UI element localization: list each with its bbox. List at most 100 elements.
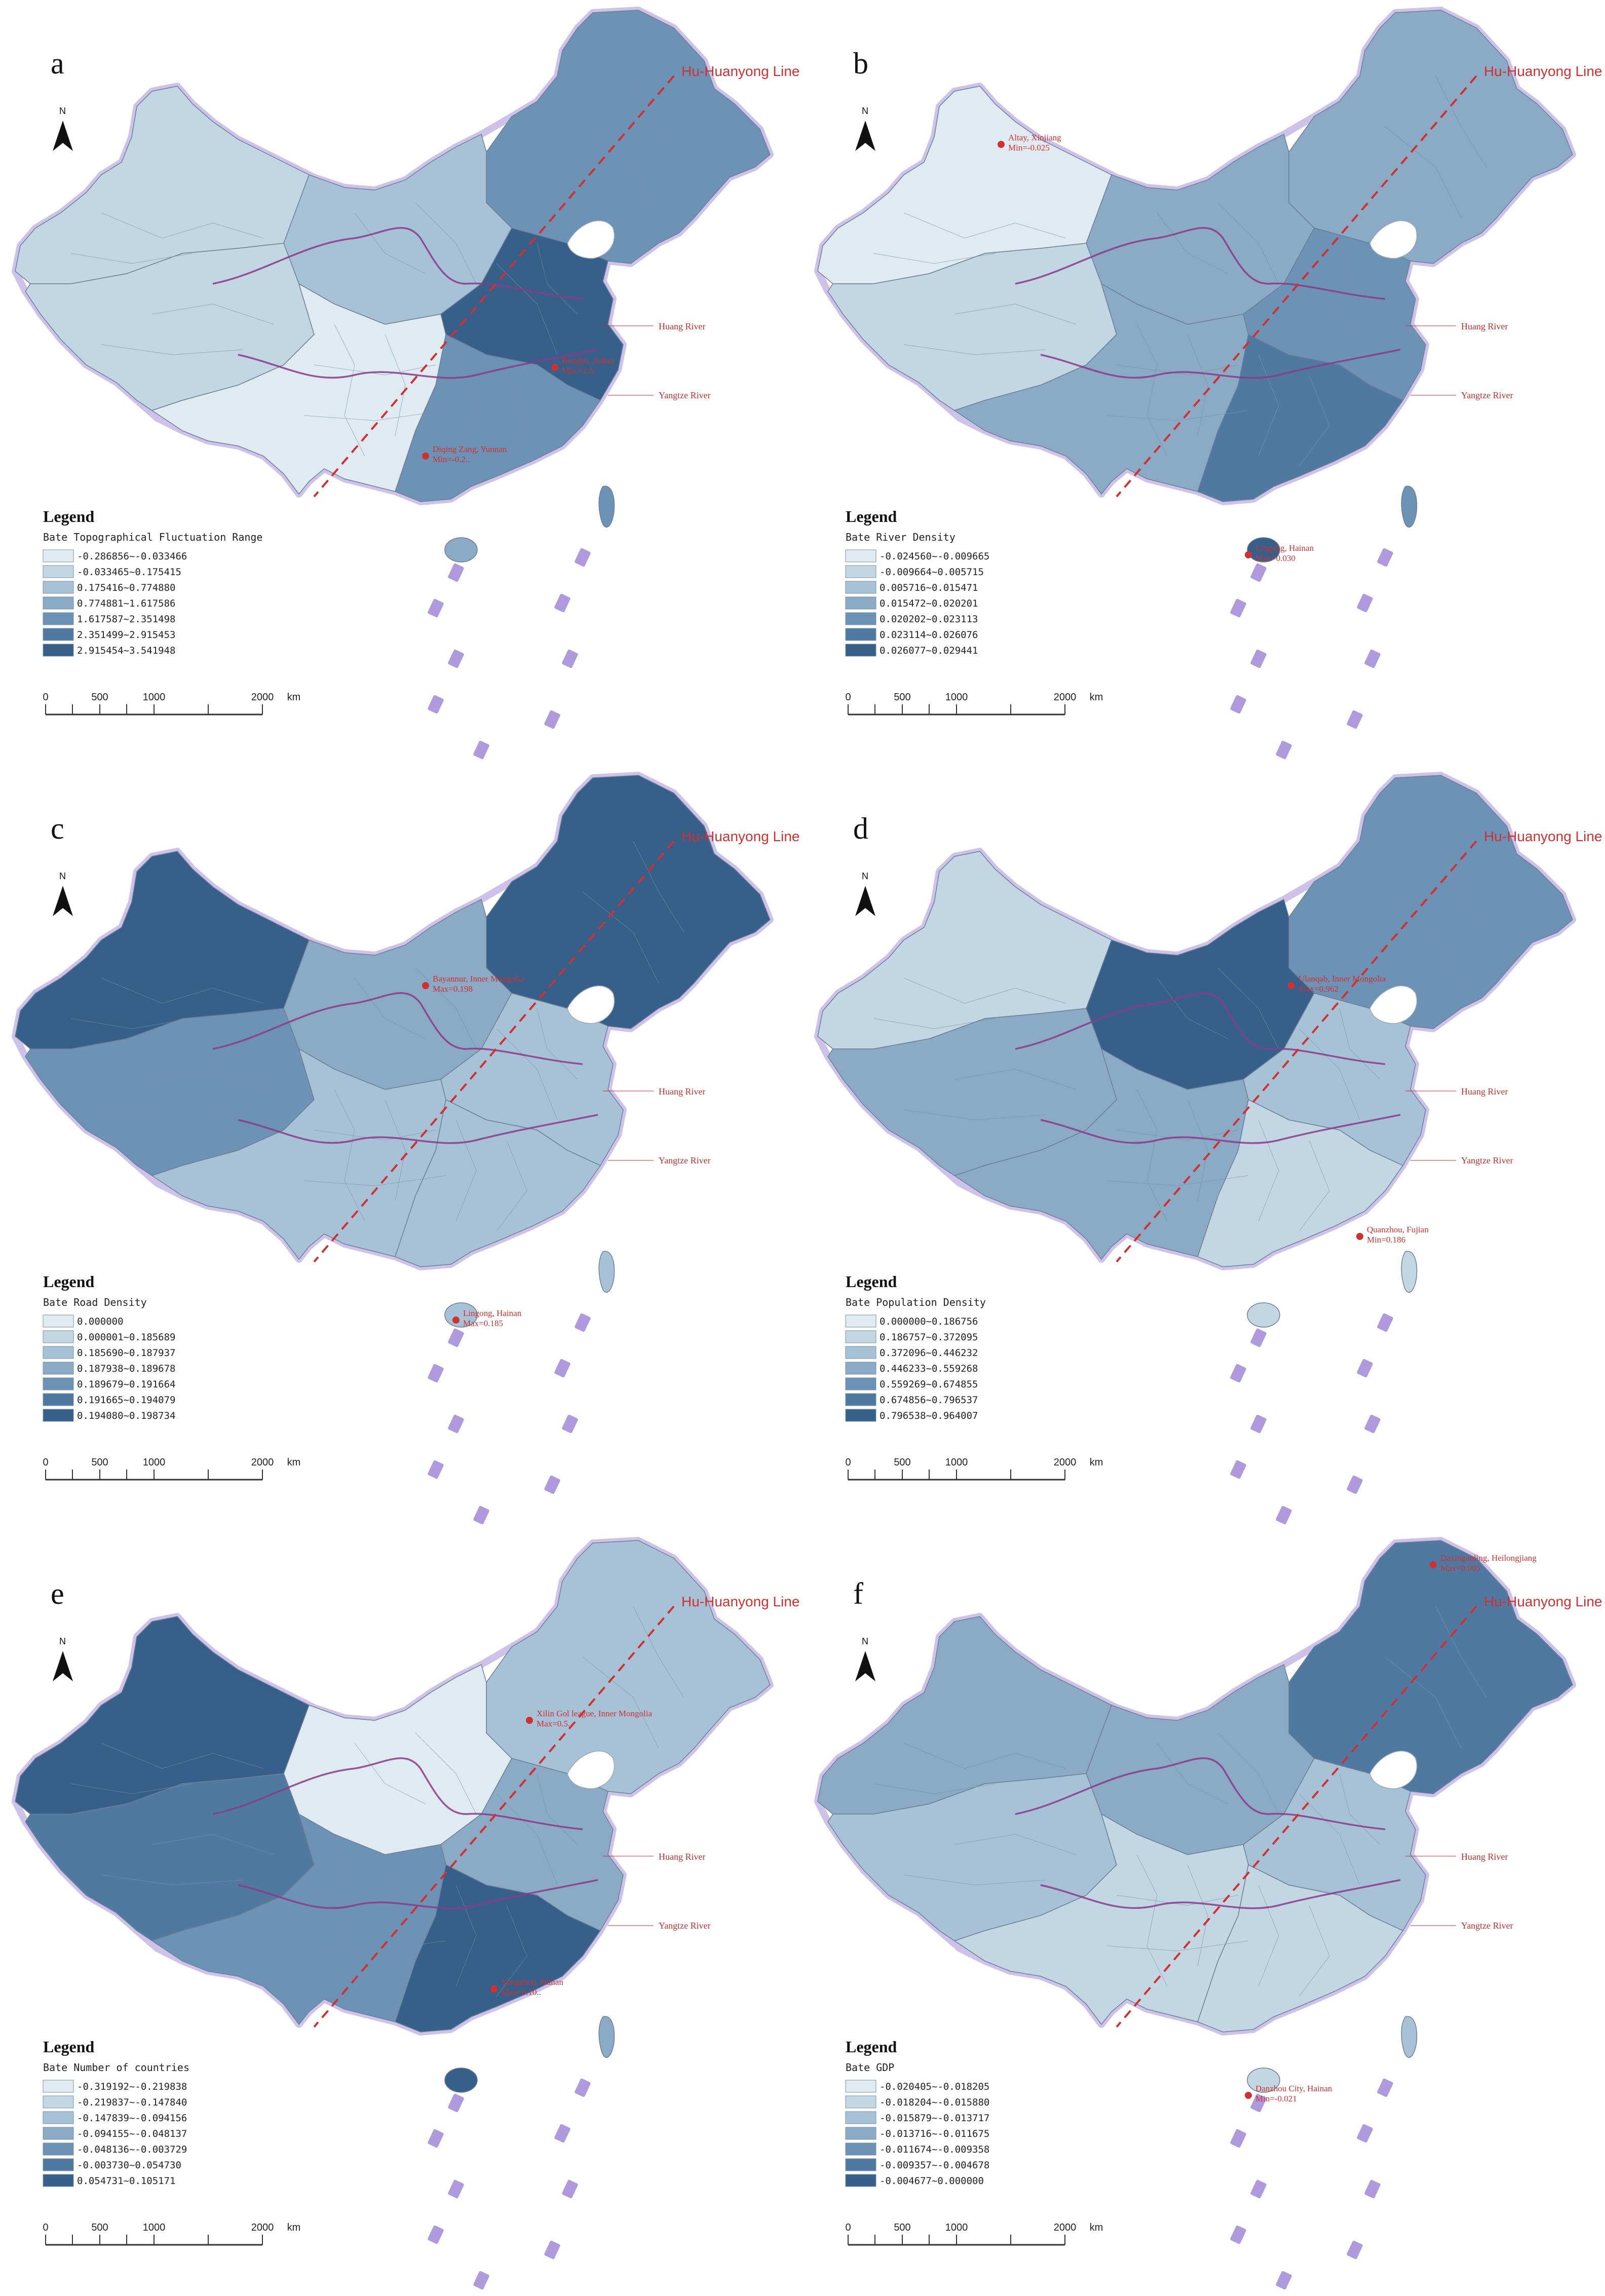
scale-label-3: 2000	[1054, 2222, 1077, 2233]
legend-item-6: 0.796538~0.964007	[880, 1410, 978, 1421]
boundary-line-10	[1435, 1606, 1487, 1698]
panel-letter: d	[853, 812, 868, 845]
north-label: N	[862, 871, 868, 881]
yangtze-river-line	[1040, 349, 1401, 379]
region-ne	[1288, 1540, 1573, 1794]
boundary-line-11	[1385, 891, 1462, 984]
dash-6	[448, 649, 464, 668]
dash-2	[562, 1414, 578, 1434]
legend-item-3: 0.774881~1.617586	[77, 598, 175, 609]
legend-swatch-6	[845, 2174, 876, 2187]
legend-item-3: -0.013716~-0.011675	[880, 2128, 989, 2139]
boundary-line-1	[70, 1783, 193, 1794]
legend-title: Legend	[43, 2038, 95, 2056]
annotation-dot-0	[526, 1717, 533, 1724]
map-panel-f: f N Hu-Huanyong Line Huang River Yangtze Riv…	[802, 1530, 1605, 2295]
scale-label-0: 0	[43, 692, 48, 703]
legend-item-6: 0.194080~0.198734	[77, 1410, 175, 1421]
scale-bar: 0 500 1000 2000 km	[43, 692, 300, 716]
boundary-line-11	[582, 891, 659, 984]
internal-boundaries	[70, 76, 684, 467]
boundary-line-12	[354, 1743, 426, 1804]
internal-boundaries	[873, 841, 1487, 1232]
map-svg: e N Hu-Huanyong Line Huang River Yangtze Riv…	[12, 1537, 800, 2290]
boundary-line-15	[303, 1175, 446, 1186]
region-ne	[486, 775, 771, 1029]
boundary-line-12	[354, 977, 426, 1039]
huang-river-label: Huang River	[1461, 1852, 1508, 1862]
yangtze-river-label: Yangtze River	[659, 390, 711, 400]
scale-bar: 0 500 1000 2000 km	[845, 1457, 1103, 1481]
huang-river-label: Huang River	[1461, 321, 1508, 331]
huang-river-line	[1015, 227, 1386, 300]
legend: Legend Bate Road Density 0.000000 0.000001~…	[43, 1272, 175, 1422]
legend-swatch-4	[845, 1377, 876, 1390]
legend-item-2: 0.175416~0.774880	[77, 582, 175, 593]
region-ne	[1288, 10, 1573, 264]
internal-boundaries	[873, 1606, 1487, 1997]
boundary-line-5	[385, 334, 406, 436]
boundary-line-3	[903, 1874, 1046, 1886]
dash-0	[1377, 548, 1393, 567]
legend-title: Legend	[846, 1272, 897, 1291]
boundary-line-11	[582, 126, 659, 218]
region-sw	[953, 283, 1249, 495]
legend-item-2: -0.147839~-0.094156	[77, 2113, 187, 2124]
legend-subtitle: Bate River Density	[846, 531, 956, 543]
map-panel-e: e N Hu-Huanyong Line Huang River Yangtze Riv…	[0, 1530, 802, 2295]
north-arrow-shape	[53, 886, 73, 916]
legend-swatch-3	[43, 2127, 74, 2140]
region-sw	[151, 1048, 446, 1260]
annotation-dot-0	[551, 364, 558, 371]
dash-6	[448, 2179, 464, 2199]
legend-item-4: 0.189679~0.191664	[77, 1379, 175, 1390]
legend-item-5: 0.191665~0.194079	[77, 1395, 175, 1406]
hainan-island	[444, 537, 478, 562]
boundary-line-6	[1258, 354, 1279, 457]
legend-swatch-6	[43, 2174, 74, 2187]
boundary-line-7	[1298, 374, 1330, 467]
legend-swatch-0	[43, 2080, 74, 2093]
annotation-dot-1	[1356, 1233, 1363, 1240]
dash-5	[428, 695, 444, 714]
region-sw	[953, 1813, 1249, 2025]
huang-river-line	[1015, 1757, 1386, 1830]
scale-label-3: 2000	[1054, 1457, 1077, 1468]
legend-item-5: 0.023114~0.026076	[880, 629, 978, 641]
scale-label-3: 2000	[251, 692, 274, 703]
boundary-line-7	[1298, 1905, 1330, 1997]
boundary-line-13	[1217, 1733, 1279, 1815]
boundary-line-2	[151, 304, 274, 325]
legend-item-3: -0.094155~-0.048137	[77, 2128, 187, 2139]
boundary-line-8	[537, 1008, 578, 1080]
boundary-line-4	[1136, 324, 1168, 457]
bohai-sea	[1369, 985, 1418, 1024]
boundary-line-10	[633, 841, 684, 933]
boundary-line-14	[1116, 1895, 1239, 1906]
annotation-dot-1	[1245, 551, 1252, 558]
legend-swatch-0	[845, 549, 876, 562]
legend: Legend Bate Topographical Fluctuation Ran…	[43, 507, 262, 657]
annotation-text-0-0: Daxinganling, Heilongjiang	[1440, 1553, 1537, 1563]
boundary-line-0	[903, 977, 1066, 1004]
taiwan-island	[598, 2016, 615, 2058]
annotation-text-1-1: Min=0.186	[1367, 1235, 1405, 1245]
boundary-line-4	[334, 1089, 365, 1222]
boundary-line-5	[385, 1864, 406, 1967]
scale-bar: 0 500 1000 2000 km	[845, 2222, 1103, 2246]
dash-2	[562, 2179, 578, 2199]
boundary-line-13	[415, 967, 477, 1049]
map-svg: d N Hu-Huanyong Line Huang River Yangtze Riv…	[814, 772, 1602, 1525]
region-fills	[817, 775, 1573, 1267]
dash-6	[1250, 649, 1267, 668]
annotation-text-0-1: Max=0.962	[1298, 984, 1339, 994]
boundary-line-4	[1136, 1854, 1168, 1987]
annotation-text-0-1: Max=0.198	[433, 984, 473, 994]
boundary-line-13	[1217, 202, 1279, 284]
legend-swatch-2	[845, 2111, 876, 2124]
region-sc	[1197, 1099, 1404, 1267]
hu-huanyong-label: Hu-Huanyong Line	[681, 1594, 800, 1609]
legend-swatch-1	[43, 2095, 74, 2109]
